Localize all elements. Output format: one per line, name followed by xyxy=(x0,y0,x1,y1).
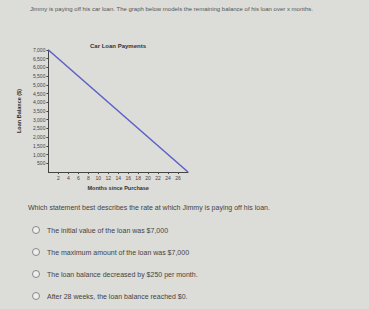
svg-text:8: 8 xyxy=(87,175,90,181)
html-text:After 28 weeks, the loan balan: After 28 weeks, the loan balance reached… xyxy=(47,292,188,300)
svg-text:2: 2 xyxy=(57,175,60,181)
svg-text:24: 24 xyxy=(165,175,171,181)
html-text:Jimmy is paying off his car lo: Jimmy is paying off his car loan. The gr… xyxy=(30,6,313,12)
svg-text:16: 16 xyxy=(125,175,131,181)
svg-text:6,000: 6,000 xyxy=(33,64,46,70)
svg-text:5,000: 5,000 xyxy=(33,82,46,88)
svg-text:20: 20 xyxy=(145,175,151,181)
svg-text:4: 4 xyxy=(67,175,70,181)
svg-text:14: 14 xyxy=(115,175,121,181)
svg-text:26: 26 xyxy=(175,175,181,181)
svg-text:1,000: 1,000 xyxy=(33,152,46,158)
html-text:Which statement best describes: Which statement best describes the rate … xyxy=(28,204,270,211)
svg-text:7,000: 7,000 xyxy=(33,47,46,53)
svg-text:4,500: 4,500 xyxy=(33,91,46,97)
svg-text:4,000: 4,000 xyxy=(33,99,46,105)
svg-text:10: 10 xyxy=(95,175,101,181)
svg-text:1,500: 1,500 xyxy=(33,143,46,149)
svg-text:5,500: 5,500 xyxy=(33,73,46,79)
svg-text:6,500: 6,500 xyxy=(33,56,46,62)
svg-text:6: 6 xyxy=(77,175,80,181)
svg-text:Car Loan Payments: Car Loan Payments xyxy=(90,43,147,49)
svg-text:3,000: 3,000 xyxy=(33,117,46,123)
html-text:The loan balance decreased by: The loan balance decreased by $250 per m… xyxy=(47,270,198,278)
svg-text:12: 12 xyxy=(105,175,111,181)
html-text:The initial value of the loan: The initial value of the loan was $7,000 xyxy=(47,226,168,234)
svg-text:3,500: 3,500 xyxy=(33,108,46,114)
svg-text:500: 500 xyxy=(37,160,46,166)
svg-text:18: 18 xyxy=(135,175,141,181)
svg-text:2,000: 2,000 xyxy=(33,134,46,140)
svg-text:2,500: 2,500 xyxy=(33,125,46,131)
svg-text:22: 22 xyxy=(155,175,161,181)
svg-text:Loan Balance ($): Loan Balance ($) xyxy=(16,89,22,133)
html-text:The maximum amount of the loan: The maximum amount of the loan was $7,00… xyxy=(47,248,189,256)
svg-text:Months since Purchase: Months since Purchase xyxy=(87,185,148,191)
